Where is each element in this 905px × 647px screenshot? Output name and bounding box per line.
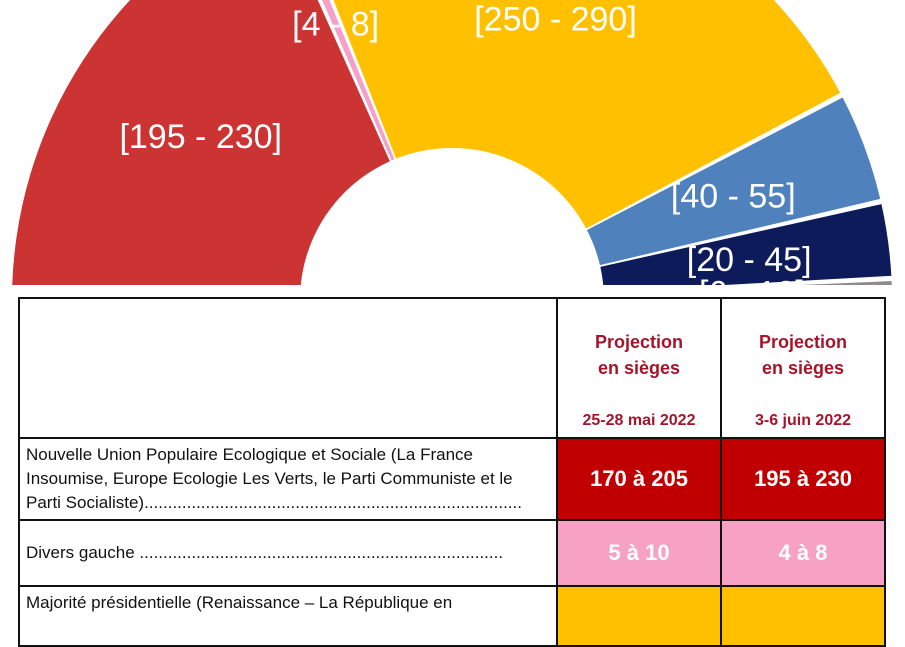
segment-label: [4 - 8] — [292, 6, 379, 44]
table-row: Divers gauche ..........................… — [18, 519, 886, 587]
column-date: 3-6 juin 2022 — [754, 412, 852, 429]
hemicycle-chart: [195 - 230] [4 - 8] [250 - 290] [40 - 55] [2… — [12, 0, 892, 285]
row-label-text: Nouvelle Union Populaire Ecologique et S… — [26, 445, 513, 512]
segment-label: [40 - 55] — [671, 178, 796, 216]
projection-table: Projection en sièges 25-28 mai 2022 Proj… — [18, 297, 886, 647]
dot-leader: ........................................… — [134, 543, 504, 562]
hemicycle-segment — [519, 204, 892, 285]
row-label-text: Majorité présidentielle (Renaissance – L… — [26, 593, 453, 612]
table-row: Nouvelle Union Populaire Ecologique et S… — [18, 437, 886, 521]
hemicycle-hole — [300, 148, 604, 285]
value-cell: 5 à 10 — [556, 519, 722, 587]
hemicycle-segment — [800, 281, 892, 285]
value-cell: 170 à 205 — [556, 437, 722, 521]
value-cell: 195 à 230 — [720, 437, 886, 521]
row-label-text: Divers gauche — [26, 543, 135, 562]
dot-leader: ........................................… — [144, 493, 522, 512]
value-cell: 4 à 8 — [720, 519, 886, 587]
segment-label: [195 - 230] — [119, 118, 282, 156]
header-column-1: Projection en sièges 25-28 mai 2022 — [556, 297, 722, 439]
header-empty-cell — [18, 297, 558, 439]
row-label-majorite: Majorité présidentielle (Renaissance – L… — [18, 585, 558, 647]
table-header-row: Projection en sièges 25-28 mai 2022 Proj… — [18, 297, 886, 439]
hemicycle-labels: [195 - 230] [4 - 8] [250 - 290] [40 - 55] [2… — [119, 0, 811, 285]
value-cell — [720, 585, 886, 647]
segment-label: [20 - 45] — [687, 241, 812, 279]
column-title: Projection en sièges — [594, 332, 683, 378]
table-row: Majorité présidentielle (Renaissance – L… — [18, 585, 886, 647]
column-title: Projection en sièges — [758, 332, 847, 378]
value-cell — [556, 585, 722, 647]
header-column-2: Projection en sièges 3-6 juin 2022 — [720, 297, 886, 439]
row-label-nupes: Nouvelle Union Populaire Ecologique et S… — [18, 437, 558, 521]
row-label-divers-gauche: Divers gauche ..........................… — [18, 519, 558, 587]
segment-label: [250 - 290] — [474, 0, 637, 38]
segment-label: [6 - 12] — [699, 275, 805, 285]
column-date: 25-28 mai 2022 — [582, 412, 696, 429]
